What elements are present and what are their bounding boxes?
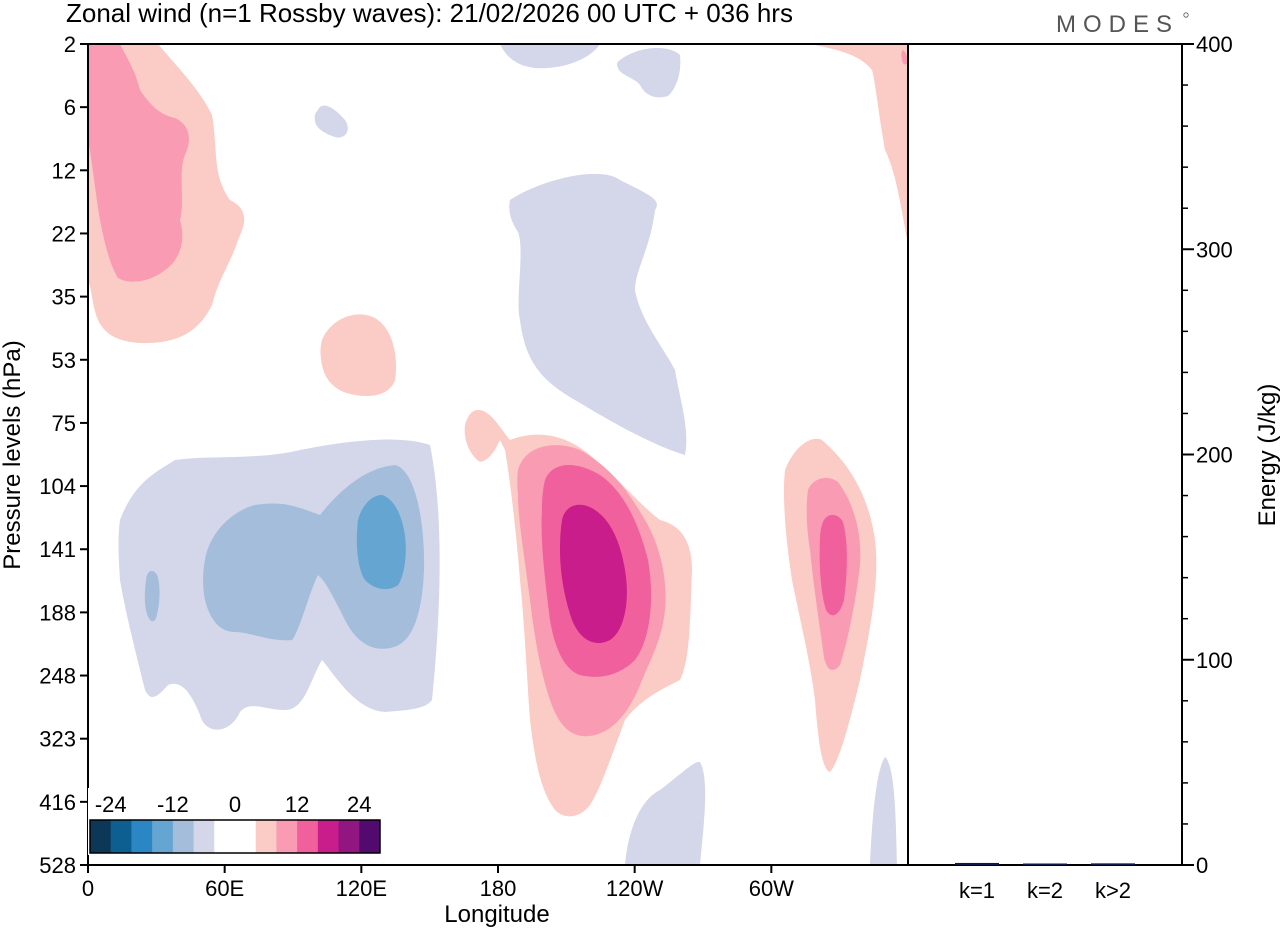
y-tick-label: 22 bbox=[52, 221, 76, 246]
positive-region-west-core bbox=[88, 44, 189, 282]
energy-panel-frame bbox=[907, 43, 1183, 866]
colorbar-tick-label: -12 bbox=[157, 792, 189, 817]
colorbar-swatch bbox=[131, 820, 153, 853]
colorbar-tick-label: -24 bbox=[95, 792, 127, 817]
positive-core-60w bbox=[819, 514, 847, 616]
colorbar-swatch bbox=[152, 820, 174, 853]
negative-blob-6hpa bbox=[314, 105, 348, 138]
x-tick-label: 120W bbox=[606, 876, 664, 901]
energy-tick-label: 100 bbox=[1196, 648, 1233, 673]
contour-field bbox=[88, 44, 908, 865]
modes-logo: MODES bbox=[1056, 11, 1179, 38]
x-tick-label: 120E bbox=[336, 876, 387, 901]
longitude-axis: 0 60E 120E 180 120W 60W bbox=[82, 865, 794, 901]
y-tick-label: 104 bbox=[39, 474, 76, 499]
negative-blob-bottom-2 bbox=[870, 757, 897, 865]
energy-bar bbox=[1023, 863, 1067, 865]
colorbar-swatch bbox=[172, 820, 195, 853]
positive-blob-top-right bbox=[901, 50, 908, 65]
energy-tick-label: 0 bbox=[1196, 853, 1208, 878]
colorbar-swatch bbox=[276, 820, 298, 853]
energy-category-label: k=2 bbox=[1027, 878, 1063, 903]
y-tick-label: 6 bbox=[64, 95, 76, 120]
x-tick-label: 180 bbox=[480, 876, 517, 901]
negative-core bbox=[356, 495, 406, 590]
colorbar-tick-label: 12 bbox=[285, 792, 309, 817]
y-tick-label: 528 bbox=[39, 853, 76, 878]
pressure-axis: 2 6 12 22 35 53 75 104 141 188 248 323 416 528 bbox=[39, 32, 88, 878]
negative-blob-top-2 bbox=[616, 48, 681, 98]
colorbar-tick-label: 0 bbox=[229, 792, 241, 817]
y-tick-label: 188 bbox=[39, 600, 76, 625]
y-tick-label: 12 bbox=[52, 158, 76, 183]
colorbar-frame bbox=[89, 819, 381, 854]
negative-region-east-upper bbox=[509, 173, 687, 455]
negative-blob-bottom-1 bbox=[625, 761, 706, 865]
y-tick-label: 75 bbox=[52, 411, 76, 436]
colorbar: -24 -12 0 12 24 bbox=[88, 788, 382, 855]
x-tick-label: 60W bbox=[749, 876, 794, 901]
y-tick-label: 248 bbox=[39, 664, 76, 689]
energy-category-label: k>2 bbox=[1095, 878, 1131, 903]
colorbar-swatch bbox=[235, 820, 257, 853]
colorbar-tick-label: 24 bbox=[347, 792, 371, 817]
positive-blob-53hpa bbox=[320, 314, 396, 397]
chart-title: Zonal wind (n=1 Rossby waves): 21/02/202… bbox=[66, 0, 793, 28]
energy-tick-label: 400 bbox=[1196, 32, 1233, 57]
y-tick-label: 141 bbox=[39, 537, 76, 562]
colorbar-swatch bbox=[359, 820, 381, 853]
x-tick-label: 60E bbox=[205, 876, 244, 901]
negative-blob-top-1 bbox=[500, 44, 600, 69]
colorbar-swatch bbox=[338, 820, 360, 853]
positive-core bbox=[560, 504, 627, 644]
positive-region-east-top bbox=[810, 44, 908, 245]
x-tick-label: 0 bbox=[82, 876, 94, 901]
energy-tick-label: 300 bbox=[1196, 237, 1233, 262]
energy-bar bbox=[955, 862, 999, 865]
y-tick-label: 416 bbox=[39, 790, 76, 815]
colorbar-swatch bbox=[317, 820, 340, 853]
colorbar-swatch bbox=[214, 820, 236, 853]
y-tick-label: 323 bbox=[39, 727, 76, 752]
y-axis-label: Pressure levels (hPa) bbox=[0, 340, 26, 569]
colorbar-swatch bbox=[110, 820, 132, 853]
x-axis-label: Longitude bbox=[444, 901, 549, 928]
energy-category-label: k=1 bbox=[959, 878, 995, 903]
energy-bar bbox=[1091, 863, 1135, 865]
colorbar-swatch bbox=[90, 820, 112, 853]
colorbar-swatch bbox=[193, 820, 215, 853]
energy-axis-label: Energy (J/kg) bbox=[1254, 384, 1280, 527]
energy-bars: k=1 k=2 k>2 bbox=[955, 862, 1135, 903]
y-tick-label: 2 bbox=[64, 32, 76, 57]
logo-registered-mark bbox=[1183, 12, 1189, 18]
colorbar-swatch bbox=[297, 820, 319, 853]
y-tick-label: 53 bbox=[52, 348, 76, 373]
energy-tick-label: 200 bbox=[1196, 443, 1233, 468]
negative-blob-small bbox=[144, 570, 160, 622]
colorbar-swatch bbox=[255, 820, 277, 853]
y-tick-label: 35 bbox=[52, 285, 76, 310]
energy-axis: 0 100 200 300 400 bbox=[1182, 32, 1233, 878]
